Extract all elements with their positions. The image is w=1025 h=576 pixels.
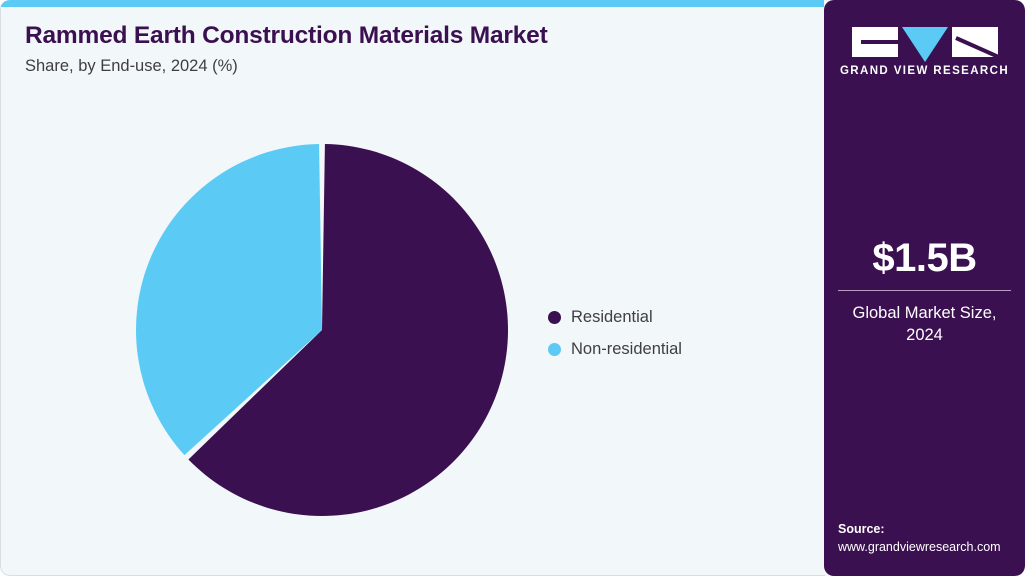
logo-wordmark: GRAND VIEW RESEARCH: [839, 65, 1010, 77]
legend-label-residential: Residential: [571, 307, 653, 326]
logo-r-icon: [951, 27, 998, 57]
legend-label-non-residential: Non-residential: [571, 339, 682, 358]
brand-side-panel: GRAND VIEW RESEARCH $1.5B Global Market …: [824, 0, 1025, 576]
legend-color-swatch-residential: [548, 310, 561, 324]
grand-view-research-logo: GRAND VIEW RESEARCH: [824, 27, 1025, 77]
market-size-value: $1.5B: [872, 236, 977, 280]
legend-item-residential[interactable]: Residential: [548, 301, 682, 333]
stat-divider: [838, 290, 1011, 291]
market-size-stat: $1.5B Global Market Size, 2024: [836, 238, 1013, 347]
pie-chart: [136, 144, 508, 516]
legend-color-swatch-non-residential: [548, 342, 561, 356]
pie-slice[interactable]: [136, 144, 322, 456]
chart-subtitle: Share, by End-use, 2024 (%): [25, 57, 238, 76]
pie-chart-svg: [136, 144, 508, 516]
pie-slice[interactable]: [188, 144, 508, 516]
logo-marks: [851, 27, 998, 62]
chart-legend: Residential Non-residential: [548, 301, 682, 365]
top-accent-bar: [0, 0, 824, 7]
source-label: Source:: [838, 521, 885, 536]
source-block: Source: www.grandviewresearch.com: [838, 520, 1019, 556]
market-size-caption: Global Market Size, 2024: [852, 304, 997, 345]
legend-item-non-residential[interactable]: Non-residential: [548, 333, 682, 365]
page-title: Rammed Earth Construction Materials Mark…: [25, 22, 548, 49]
logo-v-triangle-icon: [901, 27, 948, 62]
pie-slices: [136, 144, 508, 516]
logo-g-icon: [851, 27, 898, 57]
chart-header: Rammed Earth Construction Materials Mark…: [25, 22, 795, 77]
source-url[interactable]: www.grandviewresearch.com: [838, 539, 1001, 554]
